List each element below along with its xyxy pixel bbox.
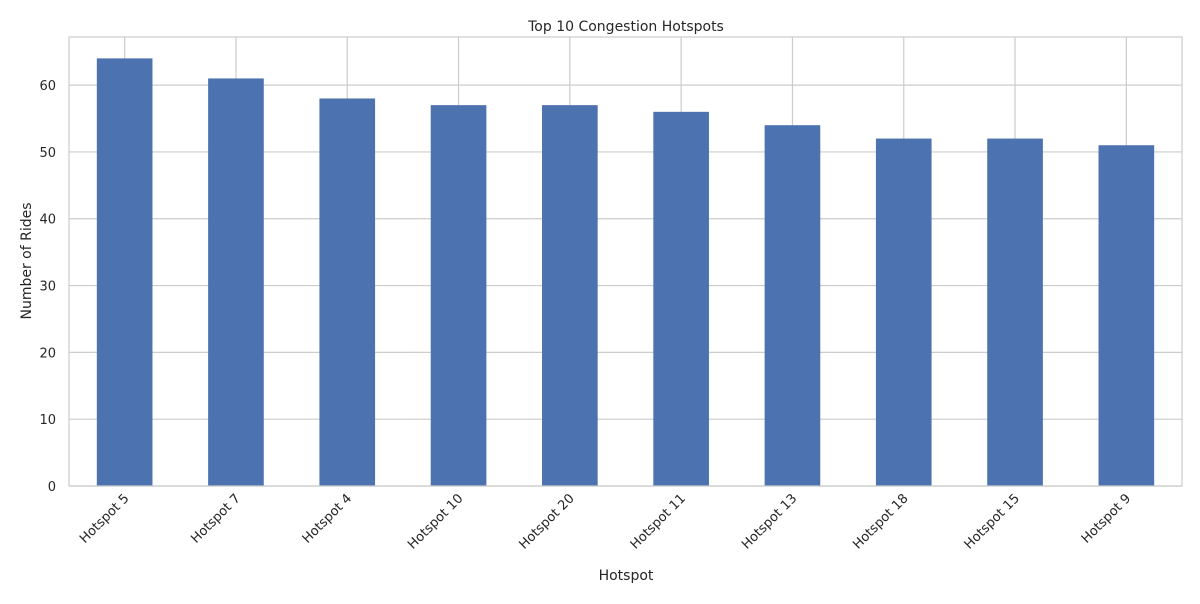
x-tick-label: Hotspot 13	[739, 491, 800, 552]
x-tick-label: Hotspot 5	[77, 491, 132, 546]
y-tick-label: 20	[39, 346, 56, 361]
x-axis-label: Hotspot	[599, 568, 654, 584]
x-tick-label: Hotspot 15	[962, 491, 1023, 552]
x-tick-label: Hotspot 4	[300, 491, 355, 546]
chart-title: Top 10 Congestion Hotspots	[527, 19, 724, 35]
bar	[96, 58, 153, 486]
y-tick-label: 30	[39, 280, 56, 295]
x-tick-label: Hotspot 20	[516, 491, 577, 552]
bar	[875, 138, 932, 487]
y-tick-label: 0	[48, 480, 56, 495]
x-tick-label: Hotspot 18	[850, 491, 911, 552]
bar	[653, 111, 709, 486]
axes-frame	[68, 36, 1183, 487]
x-tick-label: Hotspot 7	[188, 491, 243, 546]
y-axis-label: Number of Rides	[19, 202, 35, 319]
y-tick-label: 60	[39, 79, 56, 94]
bar-layer	[96, 58, 1155, 487]
y-tick-label: 50	[39, 146, 56, 161]
y-tick-label: 10	[39, 413, 56, 428]
bar	[764, 125, 821, 487]
y-tick-label: 40	[39, 213, 56, 228]
x-tick-label: Hotspot 11	[628, 491, 689, 552]
bar	[542, 105, 598, 486]
bar	[430, 105, 487, 486]
x-tick-labels: Hotspot 5 Hotspot 7 Hotspot 4 Hotspot 10 Hot…	[77, 491, 1134, 552]
bar	[208, 78, 264, 486]
bar	[987, 138, 1043, 487]
x-tick-label: Hotspot 9	[1079, 491, 1134, 546]
bar	[319, 98, 376, 486]
x-tick-label: Hotspot 10	[405, 491, 466, 552]
bar	[1098, 145, 1155, 486]
y-tick-labels: 0 10 20 30 40 50 60	[39, 79, 56, 495]
axes-border	[68, 36, 1183, 487]
